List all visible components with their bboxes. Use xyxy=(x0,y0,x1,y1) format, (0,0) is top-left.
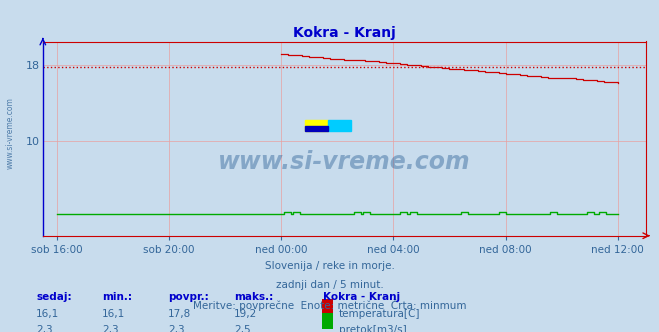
Text: Meritve: povprečne  Enote: metrične  Črta: minmum: Meritve: povprečne Enote: metrične Črta:… xyxy=(192,299,467,311)
Text: www.si-vreme.com: www.si-vreme.com xyxy=(5,97,14,169)
Text: 17,8: 17,8 xyxy=(168,309,191,319)
Text: povpr.:: povpr.: xyxy=(168,292,209,302)
Text: 2,5: 2,5 xyxy=(234,325,250,332)
Bar xyxy=(305,126,328,131)
Text: pretok[m3/s]: pretok[m3/s] xyxy=(339,325,407,332)
Text: 16,1: 16,1 xyxy=(36,309,59,319)
Text: temperatura[C]: temperatura[C] xyxy=(339,309,420,319)
Text: 19,2: 19,2 xyxy=(234,309,257,319)
Title: Kokra - Kranj: Kokra - Kranj xyxy=(293,26,395,40)
Bar xyxy=(305,120,328,131)
Bar xyxy=(328,120,351,131)
Text: sedaj:: sedaj: xyxy=(36,292,72,302)
Text: 16,1: 16,1 xyxy=(102,309,125,319)
Text: maks.:: maks.: xyxy=(234,292,273,302)
Text: 2,3: 2,3 xyxy=(36,325,53,332)
Text: www.si-vreme.com: www.si-vreme.com xyxy=(218,150,471,174)
Text: Kokra - Kranj: Kokra - Kranj xyxy=(323,292,400,302)
Text: zadnji dan / 5 minut.: zadnji dan / 5 minut. xyxy=(275,280,384,290)
Text: Slovenija / reke in morje.: Slovenija / reke in morje. xyxy=(264,261,395,271)
Text: min.:: min.: xyxy=(102,292,132,302)
Text: 2,3: 2,3 xyxy=(102,325,119,332)
Text: 2,3: 2,3 xyxy=(168,325,185,332)
